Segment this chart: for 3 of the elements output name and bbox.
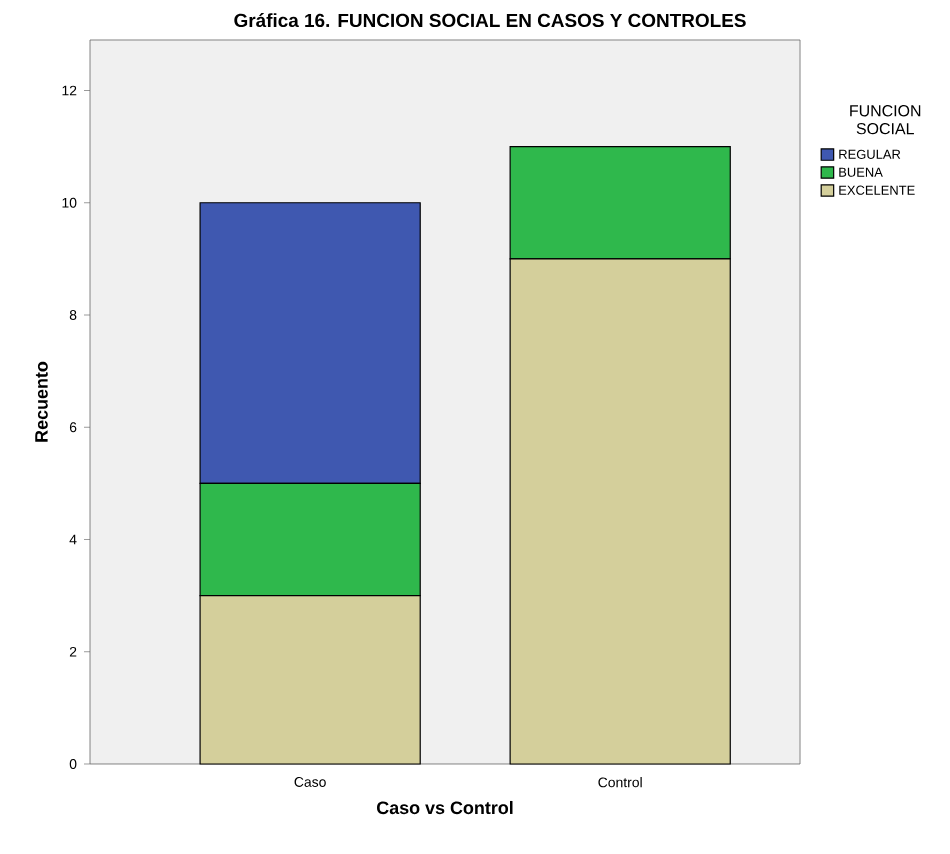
- x-axis-title: Caso vs Control: [377, 800, 513, 815]
- y-axis-title: Recuento: [35, 361, 48, 442]
- chart-title: Gráfica 16. FUNCION SOCIAL EN CASOS Y CONTROLES: [234, 13, 746, 28]
